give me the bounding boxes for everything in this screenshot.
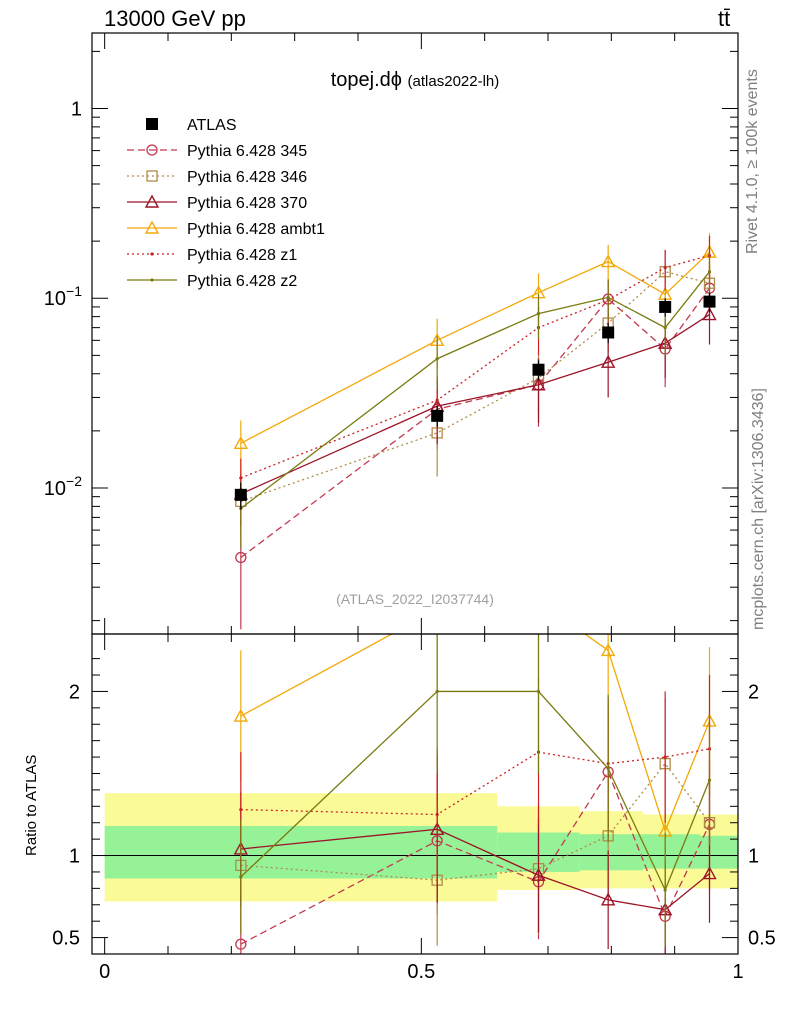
ratio-line-z1 [240,748,710,816]
point-p370-2 [531,377,546,391]
legend-marker-ambt1 [144,220,160,234]
ratio-tick-label-left-0: 0.5 [52,928,80,950]
ratio-point-p370-5 [702,866,717,880]
point-z2-2 [536,311,541,316]
line-p370 [240,314,710,495]
point-z1-1 [435,398,439,402]
point-atlas-0 [234,488,247,501]
chart-title: topej.dϕ (atlas2022-lh) [331,69,500,91]
legend-label-p370: Pythia 6.428 370 [187,195,307,212]
ratio-frame [91,633,739,955]
point-atlas-3 [602,326,615,339]
line-ambt1 [240,251,710,444]
ratio-point-z2-5 [707,778,712,782]
y-tick-label-2: 10−2 [44,473,82,500]
ratio-point-ambt1-2 [533,595,545,606]
ratio-line-ambt1 [240,634,711,833]
ratio-point-z2-4 [663,888,667,892]
legend-marker-z2 [150,278,154,282]
ratio-tick-label-right-2: 2 [748,681,759,703]
ratio-point-z2-2 [536,689,541,694]
ratio-point-z2-0 [239,875,243,879]
ratio-tick-label-right-0: 0.5 [748,928,776,950]
y-tick-label-1: 10−1 [44,283,82,310]
y-tick-label-0: 1 [71,99,82,121]
ratio-line-p370 [240,828,710,911]
line-z2 [240,271,711,509]
band-inner-4 [700,835,738,869]
main-series-ambt1 [233,233,717,476]
point-z1-0 [239,476,243,480]
ratio-tick-label-right-1: 1 [748,846,759,868]
point-atlas-1 [431,409,444,422]
legend-marker-atlas [146,118,158,130]
point-p370-5 [702,307,717,321]
line-p345 [240,287,711,559]
ratio-point-p345-0 [235,938,247,950]
ratio-point-ambt1-3 [600,642,616,657]
ratio-line-z2 [240,690,711,892]
legend-label-atlas: ATLAS [187,117,237,134]
ratio-point-z2-3 [606,766,610,771]
point-z2-1 [435,357,439,361]
main-series-p345 [235,265,716,630]
ratio-point-z2-1 [435,689,439,694]
legend-label-p346: Pythia 6.428 346 [187,169,307,186]
point-z2-5 [707,270,712,274]
ratio-line-p345 [240,770,711,945]
point-atlas-4 [659,300,672,313]
ratio-point-z1-1 [435,812,439,817]
x-tick-label-1: 0.5 [407,961,435,983]
legend-label-z1: Pythia 6.428 z1 [187,247,297,264]
main-series-atlas [234,292,716,510]
point-p345-0 [235,551,247,564]
legend-marker-p370 [144,194,160,208]
point-atlas-5 [703,295,716,308]
line-p346 [240,270,710,502]
legend-marker-z1 [150,252,154,256]
band-inner-2 [579,834,643,871]
legend-label-ambt1: Pythia 6.428 ambt1 [187,221,325,238]
ratio-line-p346 [240,762,711,881]
line-z1 [240,254,710,479]
point-z2-3 [606,295,610,300]
point-z2-4 [663,326,667,330]
ratio-point-ambt1-0 [233,708,249,722]
point-ambt1-0 [233,435,249,449]
main-series-p346 [235,250,716,538]
legend-label-p345: Pythia 6.428 345 [187,143,307,160]
legend-label-z2: Pythia 6.428 z2 [187,273,297,290]
ratio-point-z1-4 [663,755,667,759]
process-label: tt̄ [718,6,731,31]
ratio-series-z2 [239,634,712,948]
main-series-z2 [239,253,712,549]
point-ambt1-3 [600,254,616,268]
energy-label: 13000 GeV pp [104,6,246,31]
analysis-label: (ATLAS_2022_I2037744) [336,591,494,607]
band-inner-3 [643,834,700,869]
ratio-tick-label-left-1: 1 [69,846,80,868]
point-atlas-2 [532,363,545,376]
ratio-point-p370-3 [600,892,616,906]
ratio-tick-label-left-2: 2 [69,681,80,703]
ratio-point-p370-2 [531,867,546,881]
point-z1-4 [663,266,667,270]
legend-marker-p345 [146,144,158,156]
x-tick-label-2: 1 [732,961,743,983]
point-p370-3 [600,354,616,368]
x-tick-label-0: 0 [99,961,110,983]
ratio-point-z1-0 [239,807,243,812]
legend-marker-p346 [146,170,158,182]
